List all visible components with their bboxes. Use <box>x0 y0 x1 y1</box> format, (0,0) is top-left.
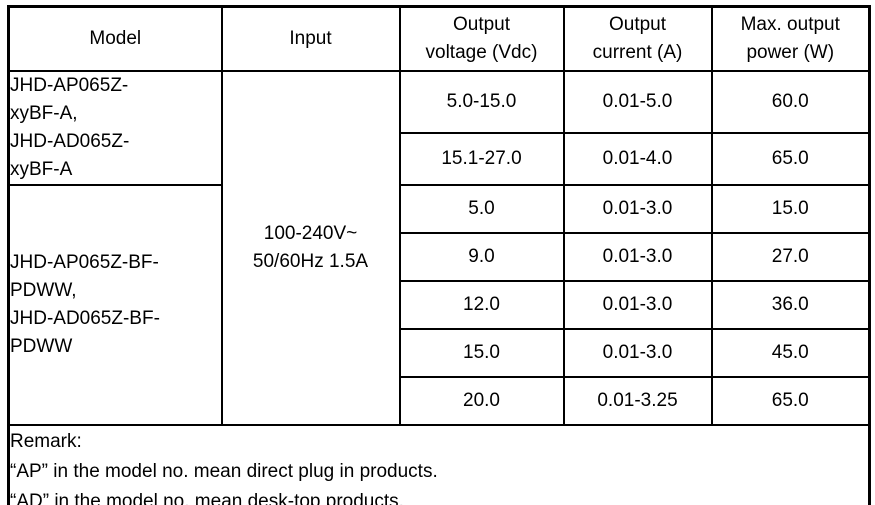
max-power-cell: 45.0 <box>710 328 871 378</box>
remark-line-ap: “AP” in the model no. mean direct plug i… <box>10 461 438 482</box>
table-row: 9.0 0.01-3.0 27.0 <box>9 232 871 282</box>
remark-line-ad: “AD” in the model no. mean desk-top prod… <box>10 491 404 505</box>
output-voltage-cell: 9.0 <box>398 232 565 282</box>
remark-row: Remark: “AP” in the model no. mean direc… <box>7 424 871 505</box>
max-power-cell: 60.0 <box>710 70 871 134</box>
max-power-cell: 65.0 <box>710 132 871 186</box>
col-header-max-output-power: Max. output power (W) <box>710 5 871 72</box>
output-voltage-cell: 5.0 <box>398 184 565 234</box>
table-row: 15.0 0.01-3.0 45.0 <box>9 328 871 378</box>
col-header-input: Input <box>220 5 401 72</box>
remark-cell: Remark: “AP” in the model no. mean direc… <box>7 424 871 505</box>
output-voltage-cell: 15.1-27.0 <box>398 132 565 186</box>
table-row: 20.0 0.01-3.25 65.0 <box>9 376 871 426</box>
model-cell-pdww: JHD-AP065Z-BF- PDWW, JHD-AD065Z-BF- PDWW <box>7 184 223 426</box>
col-header-model: Model <box>7 5 223 72</box>
output-current-cell: 0.01-3.0 <box>562 280 713 330</box>
output-voltage-cell: 15.0 <box>398 328 565 378</box>
header-row: Model Input Output voltage (Vdc) Output … <box>7 5 871 72</box>
max-power-cell: 65.0 <box>710 376 871 426</box>
max-power-cell: 15.0 <box>710 184 871 234</box>
col-header-output-voltage: Output voltage (Vdc) <box>398 5 565 72</box>
output-voltage-cell: 20.0 <box>398 376 565 426</box>
output-current-cell: 0.01-5.0 <box>562 70 713 134</box>
table-row: 15.1-27.0 0.01-4.0 65.0 <box>9 132 871 186</box>
output-current-cell: 0.01-3.0 <box>562 328 713 378</box>
table-row: JHD-AP065Z-BF- PDWW, JHD-AD065Z-BF- PDWW… <box>7 184 871 426</box>
output-voltage-cell: 12.0 <box>398 280 565 330</box>
table-row: 12.0 0.01-3.0 36.0 <box>9 280 871 330</box>
output-current-cell: 0.01-4.0 <box>562 132 713 186</box>
output-current-cell: 0.01-3.25 <box>562 376 713 426</box>
output-voltage-cell: 5.0-15.0 <box>398 70 565 134</box>
input-cell: 100-240V~ 50/60Hz 1.5A <box>220 70 401 426</box>
table-row: JHD-AP065Z- xyBF-A, JHD-AD065Z- xyBF-A 1… <box>7 70 871 426</box>
remark-title: Remark: <box>10 431 82 452</box>
power-spec-table: Model Input Output voltage (Vdc) Output … <box>7 5 871 505</box>
output-current-cell: 0.01-3.0 <box>562 232 713 282</box>
max-power-cell: 36.0 <box>710 280 871 330</box>
col-header-output-current: Output current (A) <box>562 5 713 72</box>
model-cell-xybf: JHD-AP065Z- xyBF-A, JHD-AD065Z- xyBF-A <box>7 70 223 186</box>
output-current-cell: 0.01-3.0 <box>562 184 713 234</box>
max-power-cell: 27.0 <box>710 232 871 282</box>
